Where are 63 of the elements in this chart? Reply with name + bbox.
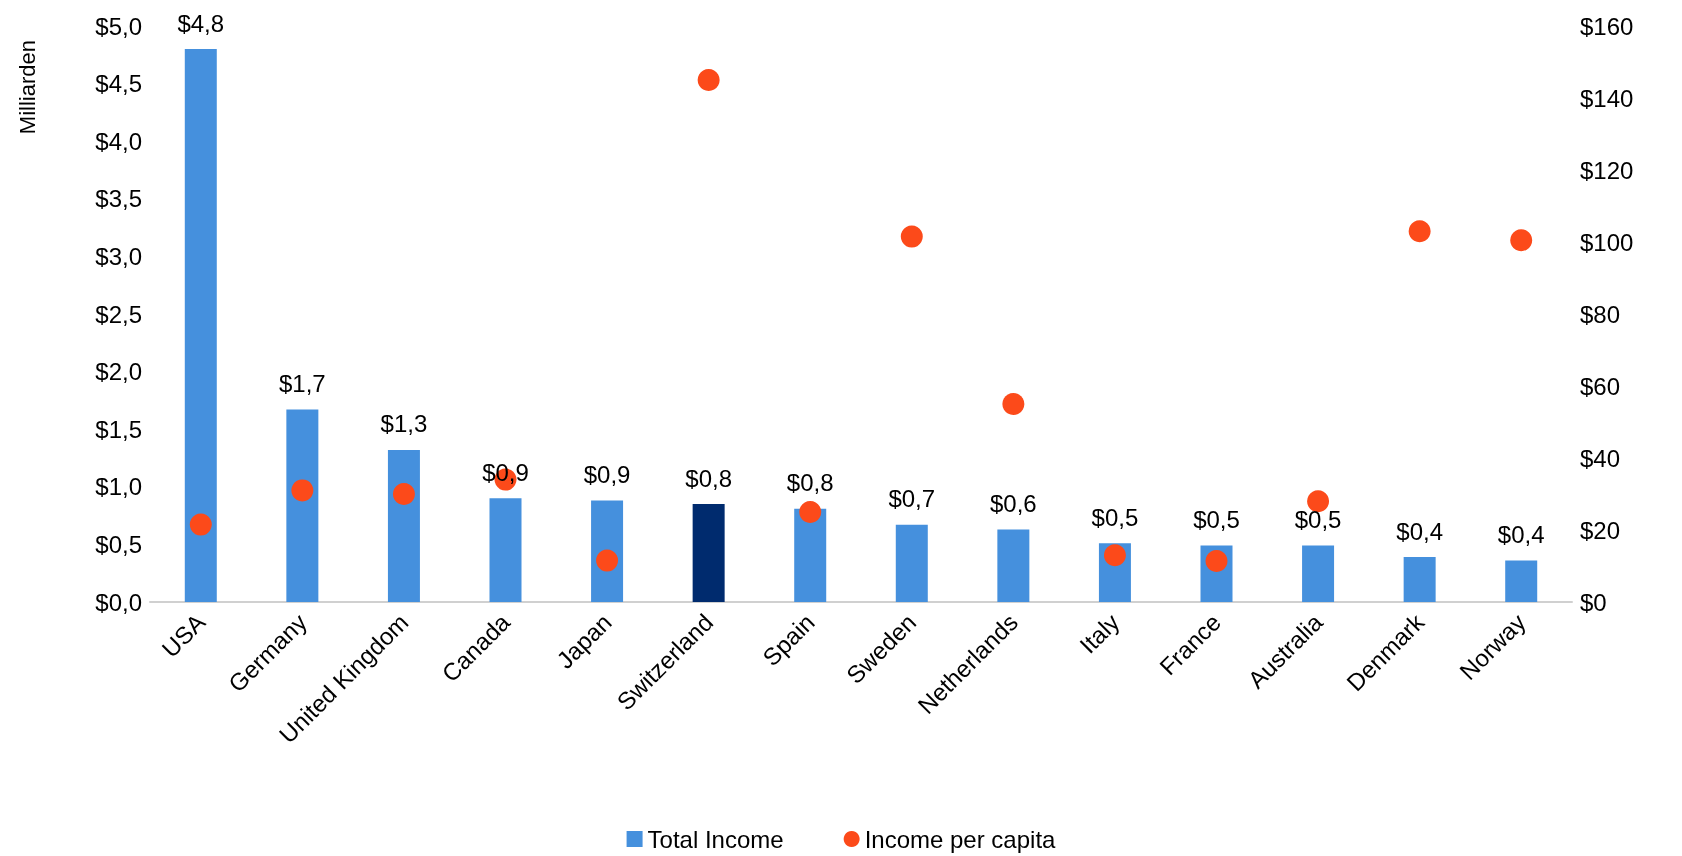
data-label: $0,7 (888, 485, 936, 513)
y-tick-label: $0,5 (95, 530, 142, 558)
point (1307, 490, 1330, 513)
y-tick-label: $2,5 (95, 300, 142, 328)
point (392, 483, 415, 505)
bar (1403, 557, 1436, 602)
bar (184, 49, 217, 602)
bar (489, 498, 522, 602)
y-tick-label: $4,0 (95, 127, 142, 155)
data-label: $0,8 (786, 469, 834, 497)
x-tick-label: USA (156, 608, 211, 663)
point (1002, 393, 1025, 415)
y-tick-label: $5,0 (95, 12, 142, 40)
data-label: $0,9 (583, 461, 631, 489)
bar (286, 409, 319, 602)
legend-label: Total Income (647, 825, 784, 853)
y2-tick-label: $60 (1580, 372, 1621, 400)
y-tick-label: $3,0 (95, 242, 142, 270)
y2-tick-label: $100 (1580, 228, 1634, 256)
data-label: $0,5 (1193, 506, 1240, 534)
point (291, 479, 314, 502)
bar (997, 529, 1030, 602)
data-label: $0,4 (1396, 517, 1443, 545)
y-tick-label: $1,0 (95, 473, 142, 501)
bar (387, 449, 420, 602)
bar (1505, 560, 1538, 602)
data-label: $0,5 (1091, 503, 1139, 531)
y2-tick-label: $20 (1580, 516, 1621, 544)
data-label: $1,3 (380, 410, 428, 438)
data-label: $0,5 (1294, 506, 1342, 534)
y-tick-label: $2,0 (95, 358, 142, 386)
bar (895, 524, 928, 602)
point (799, 501, 822, 523)
y-tick-label: $1,5 (95, 415, 142, 443)
bar (1302, 545, 1335, 602)
x-tick-label: Italy (1074, 608, 1125, 659)
data-label: $0,9 (482, 458, 529, 486)
y2-tick-label: $160 (1580, 12, 1634, 40)
y-tick-label: $3,5 (95, 185, 142, 213)
y-tick-label: $4,5 (95, 70, 142, 98)
point (1103, 544, 1126, 567)
data-label: $4,8 (177, 9, 225, 37)
point (1408, 220, 1431, 243)
point (189, 513, 212, 536)
y2-tick-label: $0 (1580, 588, 1607, 616)
y-tick-label: $0,0 (95, 588, 142, 616)
y2-tick-label: $140 (1580, 84, 1634, 112)
data-label: $0,8 (685, 464, 732, 492)
point (1510, 229, 1533, 252)
point (596, 549, 619, 572)
point (697, 69, 720, 91)
legend-label: Income per capita (864, 825, 1057, 853)
data-label: $1,7 (279, 370, 326, 398)
y2-tick-label: $40 (1580, 444, 1621, 472)
point (900, 225, 923, 248)
y2-tick-label: $80 (1580, 300, 1621, 328)
y2-tick-label: $120 (1580, 156, 1634, 184)
point (1205, 549, 1228, 572)
data-label: $0,6 (990, 489, 1037, 517)
data-label: $0,4 (1497, 521, 1545, 549)
y-axis-title: Milliarden (14, 39, 40, 135)
bar (692, 504, 725, 602)
bar (794, 508, 827, 602)
